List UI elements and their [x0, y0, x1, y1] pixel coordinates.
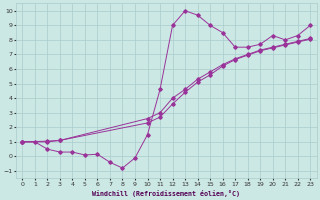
- X-axis label: Windchill (Refroidissement éolien,°C): Windchill (Refroidissement éolien,°C): [92, 190, 240, 197]
